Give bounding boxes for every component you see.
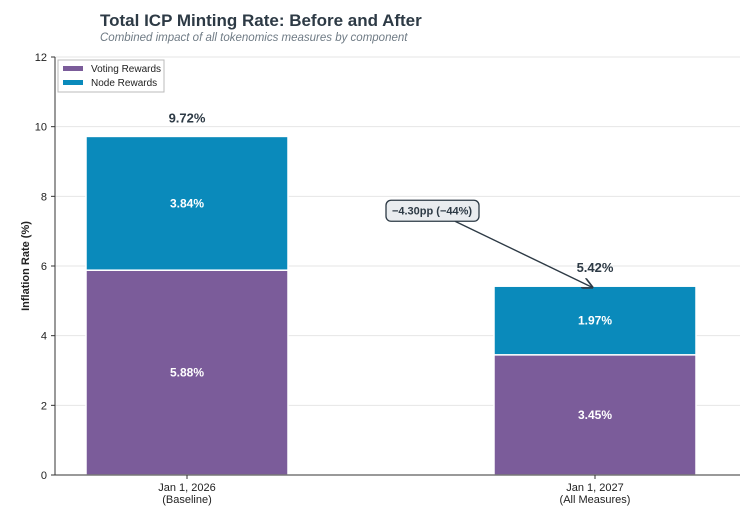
total-label: 5.42% <box>577 260 614 275</box>
x-tick-label: Jan 1, 2027 <box>566 482 624 494</box>
x-tick-label: (Baseline) <box>162 494 212 506</box>
legend-label: Node Rewards <box>91 78 157 89</box>
bar-value-label: 3.45% <box>578 408 612 422</box>
legend-swatch <box>63 66 83 71</box>
annotation-arrow <box>454 220 592 287</box>
bar-node-rewards <box>85 135 289 271</box>
chart-title: Total ICP Minting Rate: Before and After <box>100 11 422 30</box>
bar-value-label: 5.88% <box>170 366 204 380</box>
bar-voting-rewards <box>493 354 697 476</box>
annotation-box <box>385 199 480 222</box>
bar-value-label: 1.97% <box>578 314 612 328</box>
legend-swatch <box>63 80 83 85</box>
chart-subtitle: Combined impact of all tokenomics measur… <box>100 32 408 44</box>
total-label: 9.72% <box>169 110 206 125</box>
y-tick-label: 2 <box>41 400 47 412</box>
y-tick-label: 10 <box>35 122 47 134</box>
y-tick-label: 0 <box>41 470 47 482</box>
y-axis-label: Inflation Rate (%) <box>20 221 32 311</box>
bar-value-label: 3.84% <box>170 196 204 210</box>
y-tick-label: 8 <box>41 191 47 203</box>
x-tick-label: (All Measures) <box>560 494 631 506</box>
legend: Voting Rewards Node Rewards <box>57 59 165 93</box>
y-tick-label: 6 <box>41 261 47 273</box>
x-tick-label: Jan 1, 2026 <box>158 482 216 494</box>
legend-label: Voting Rewards <box>91 64 161 75</box>
legend-frame <box>57 59 165 93</box>
y-tick-label: 12 <box>35 52 47 64</box>
y-tick-label: 4 <box>41 331 47 343</box>
bar-node-rewards <box>493 285 697 356</box>
annotation-text: −4.30pp (−44%) <box>392 205 472 217</box>
